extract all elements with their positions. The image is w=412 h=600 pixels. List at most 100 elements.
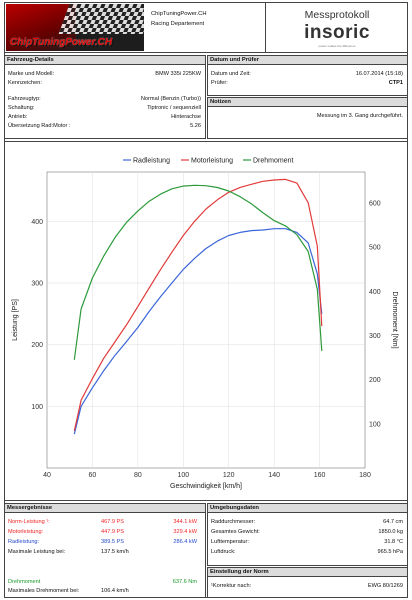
- y-left-axis-label: Leistung [PS]: [12, 299, 19, 341]
- dyno-chart: 40 60 80 100 120 140 160 180 100 200 300 400 100 200 3…: [12, 158, 398, 491]
- vehicle-row-label: Kennzeichen:: [8, 80, 42, 86]
- result-kw: 329.4 kW: [173, 529, 197, 535]
- x-tick-label: 60: [89, 472, 97, 479]
- environment-row-value: 64.7 cm: [383, 519, 403, 525]
- y-right-tick-label: 200: [369, 377, 381, 384]
- result-row: Motorleistung: 447.9 PS 329.4 kW: [5, 528, 205, 536]
- y-right-tick-label: 100: [369, 421, 381, 428]
- environment-row-value: 1850.0 kg: [378, 529, 403, 535]
- max-torque-label: Maximales Drehmoment bei:: [8, 588, 80, 594]
- result-ps: 447.9 PS: [101, 529, 125, 535]
- environment-row: Luftdruck: 965.5 hPa: [208, 548, 407, 556]
- series-line: [73, 228, 323, 435]
- vehicle-row-value: Tiptronic / sequenziell: [147, 105, 201, 111]
- norm-panel: Einstellung der Norm ¹Korrektur nach: EWG…: [207, 567, 407, 597]
- notes-title: Notizen: [208, 98, 407, 107]
- vehicle-row-label: Antrieb:: [8, 114, 28, 120]
- vehicle-row-value: 5.26: [190, 123, 201, 129]
- vehicle-row: Schaltung: Tiptronic / sequenziell: [5, 104, 205, 112]
- series-line: [73, 184, 323, 360]
- torque-value: 637.6 Nm: [172, 579, 197, 585]
- y-right-tick-label: 300: [369, 333, 381, 340]
- y-right-axis-label: Drehmoment [Nm]: [391, 291, 398, 348]
- measurement-report: ChipTuningPower.CH ChipTuningPower.CH Ra…: [4, 2, 408, 598]
- x-tick-label: 40: [43, 472, 51, 479]
- logo-text: ChipTuningPower.CH: [10, 37, 113, 48]
- notes-text: Messung im 3. Gang durchgeführt.: [316, 113, 403, 119]
- result-label: Motorleistung:: [8, 529, 44, 535]
- report-title: Messprotokoll: [304, 9, 370, 21]
- date-tester-title: Datum und Prüfer: [208, 56, 407, 65]
- result-ps: 467.9 PS: [101, 519, 125, 525]
- result-label: Radleistung:: [8, 539, 40, 545]
- y-right-tick-label: 400: [369, 289, 381, 296]
- torque-label: Drehmoment: [8, 579, 41, 585]
- legend-label: Radleistung: [133, 158, 170, 165]
- y-right-tick-label: 600: [369, 200, 381, 207]
- dyno-chart-panel: 40 60 80 100 120 140 160 180 100 200 300 400 100 200 3…: [5, 141, 407, 501]
- x-tick-label: 160: [314, 472, 326, 479]
- result-row: Norm-Leistung ¹: 467.9 PS 344.1 kW: [5, 518, 205, 526]
- environment-row-label: Raddurchmesser:: [211, 519, 256, 525]
- date-label: Datum und Zeit:: [211, 71, 251, 77]
- result-label: Maximale Leistung bei:: [8, 549, 66, 555]
- notes-panel: Notizen Messung im 3. Gang durchgeführt.: [207, 97, 407, 139]
- shop-name: ChipTuningPower.CH: [151, 11, 207, 17]
- brand-logo: insoric: [304, 22, 370, 43]
- environment-row: Gesamtes Gewicht: 1850.0 kg: [208, 528, 407, 536]
- environment-row-label: Gesamtes Gewicht:: [211, 529, 260, 535]
- shop-info: ChipTuningPower.CH Racing Departement: [151, 9, 207, 29]
- result-label: Norm-Leistung ¹:: [8, 519, 50, 525]
- results-panel: Messergebnisse Norm-Leistung ¹: 467.9 PS 3…: [5, 503, 206, 597]
- results-title: Messergebnisse: [5, 504, 205, 513]
- vehicle-row-label: Marke und Modell:: [8, 71, 55, 77]
- vehicle-details-title: Fahrzeug-Details: [5, 56, 205, 65]
- vehicle-row: Kennzeichen:: [5, 79, 205, 87]
- department: Racing Departement: [151, 21, 205, 27]
- environment-row-label: Luftdruck:: [211, 549, 236, 555]
- result-kw: 344.1 kW: [173, 519, 197, 525]
- vehicle-row-value: BMW 335i 225KW: [155, 71, 201, 77]
- vehicle-details-panel: Fahrzeug-Details Marke und Modell: BMW 33…: [5, 55, 206, 139]
- environment-row: Lufttemperatur: 31.8 °C: [208, 538, 407, 546]
- norm-value: EWG 80/1269: [367, 583, 403, 589]
- date-value: 16.07.2014 (15:18): [355, 71, 403, 77]
- x-tick-label: 120: [223, 472, 235, 479]
- vehicle-row-value: Hinterachse: [171, 114, 201, 120]
- x-tick-label: 100: [177, 472, 189, 479]
- vehicle-row: Antrieb: Hinterachse: [5, 113, 205, 121]
- plot-area: [46, 171, 366, 469]
- y-left-tick-label: 200: [31, 342, 43, 349]
- norm-label: ¹Korrektur nach:: [211, 583, 252, 589]
- environment-row-value: 965.5 hPa: [377, 549, 403, 555]
- x-tick-label: 140: [268, 472, 280, 479]
- y-left-tick-label: 100: [31, 404, 43, 411]
- y-left-tick-label: 300: [31, 281, 43, 288]
- tester-value: CTP1: [388, 80, 403, 86]
- vehicle-row-value: Normal (Benzin (Turbo)): [140, 96, 201, 102]
- norm-title: Einstellung der Norm: [208, 568, 407, 577]
- tester-label: Prüfer:: [211, 80, 228, 86]
- report-header: ChipTuningPower.CH ChipTuningPower.CH Ra…: [5, 3, 407, 53]
- result-row: Maximale Leistung bei: 137.5 km/h: [5, 548, 205, 556]
- vehicle-row: Marke und Modell: BMW 335i 225KW: [5, 70, 205, 78]
- environment-title: Umgebungsdaten: [208, 504, 407, 513]
- chiptuning-logo: ChipTuningPower.CH: [6, 4, 144, 51]
- result-ps: 389.5 PS: [101, 539, 125, 545]
- vehicle-row: Übersetzung Rad:Motor : 5.26: [5, 122, 205, 130]
- vehicle-row: Fahrzeugtyp: Normal (Benzin (Turbo)): [5, 95, 205, 103]
- legend-label: Drehmoment: [253, 158, 294, 165]
- brand-tagline: power makes the difference: [318, 44, 356, 48]
- y-right-tick-label: 500: [369, 245, 381, 252]
- vehicle-row-label: Fahrzeugtyp:: [8, 96, 41, 102]
- legend-label: Motorleistung: [191, 158, 233, 165]
- environment-row: Raddurchmesser: 64.7 cm: [208, 518, 407, 526]
- environment-panel: Umgebungsdaten Raddurchmesser: 64.7 cm Ges…: [207, 503, 407, 566]
- result-kw: 286.4 kW: [173, 539, 197, 545]
- environment-row-value: 31.8 °C: [384, 539, 403, 545]
- series-line: [73, 178, 323, 432]
- x-tick-label: 180: [359, 472, 371, 479]
- result-row: Radleistung: 389.5 PS 286.4 kW: [5, 538, 205, 546]
- checkered-flag-icon: [58, 4, 144, 34]
- y-left-tick-label: 400: [31, 219, 43, 226]
